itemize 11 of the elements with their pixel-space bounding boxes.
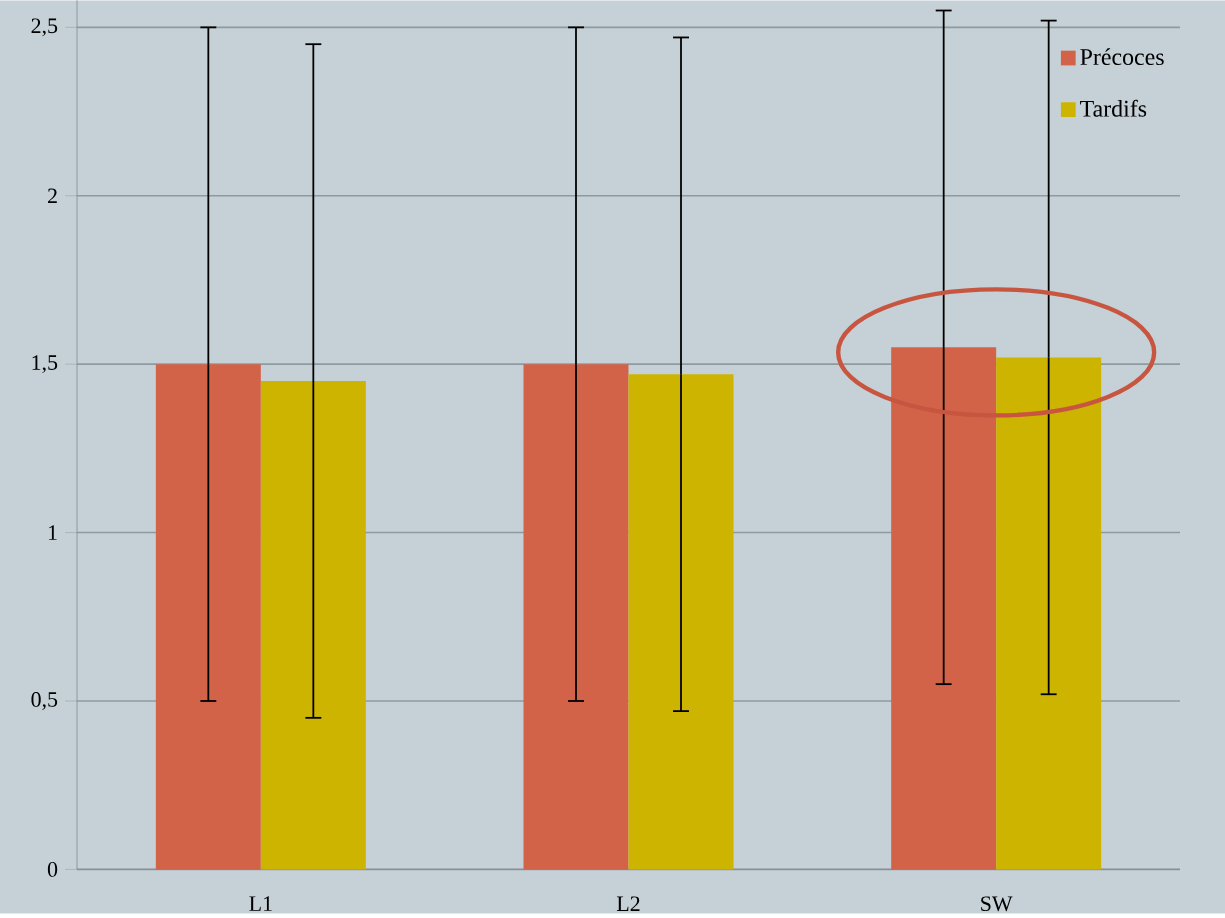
legend-label: Tardifs	[1080, 99, 1147, 117]
y-tick-label: 1	[48, 525, 57, 540]
y-tick-label: 2	[48, 188, 57, 204]
x-tick-label: L2	[616, 896, 640, 911]
legend-label: Précoces	[1080, 48, 1164, 66]
y-tick-label: 0	[47, 862, 58, 877]
y-tick-label: 1,5	[32, 355, 58, 374]
x-tick-label: L1	[249, 896, 272, 911]
y-tick-label: 0,5	[31, 692, 58, 711]
x-tick-label: SW	[981, 896, 1013, 912]
y-tick-label: 2,5	[31, 18, 58, 37]
